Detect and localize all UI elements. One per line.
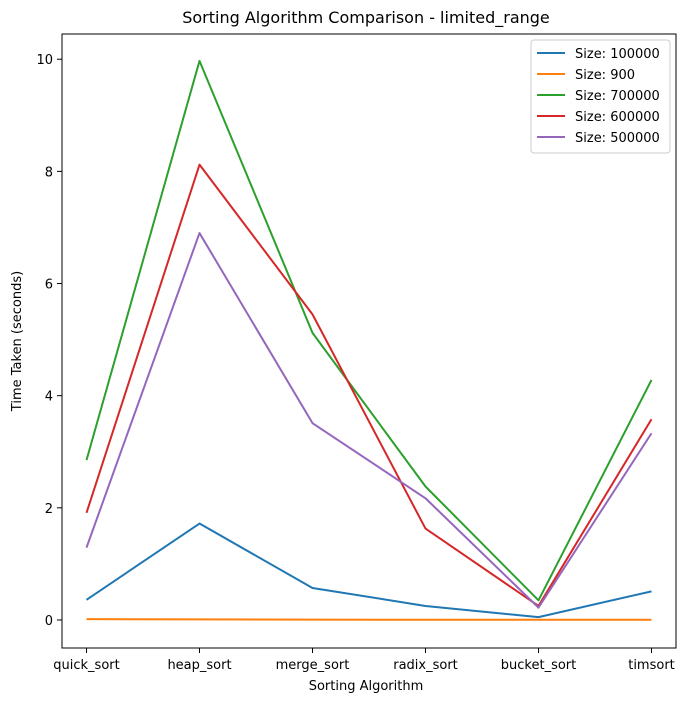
- series-line-2: [86, 618, 652, 621]
- x-tick-label: timsort: [628, 658, 675, 673]
- y-tick-label: 10: [36, 53, 53, 68]
- y-tick-label: 4: [45, 390, 53, 405]
- plot-area: 0 2 4 6 8 10 quick_sort heap_sort merge_sort radi…: [36, 33, 677, 673]
- y-tick-label: 2: [45, 502, 53, 517]
- y-tick-label: 6: [45, 278, 53, 293]
- x-axis-label: Sorting Algorithm: [309, 679, 424, 694]
- series-line-1: [85, 522, 652, 619]
- legend: Size: 100000 Size: 900 Size: 700000 Size: 6…: [530, 39, 671, 154]
- y-tick-label: 0: [45, 614, 53, 629]
- x-tick-label: heap_sort: [167, 658, 231, 673]
- legend-entry: Size: 100000: [575, 47, 660, 62]
- legend-entry: Size: 600000: [575, 110, 660, 125]
- legend-entry: Size: 700000: [575, 89, 660, 104]
- legend-entry: Size: 500000: [575, 131, 660, 146]
- legend-entry: Size: 900: [575, 68, 635, 83]
- series-line-5: [85, 232, 653, 609]
- chart-title: Sorting Algorithm Comparison - limited_r…: [182, 8, 550, 28]
- x-tick-label: bucket_sort: [501, 658, 576, 673]
- y-axis-label: Time Taken (seconds): [10, 271, 25, 412]
- x-tick-label: merge_sort: [276, 658, 350, 673]
- x-tick-label: radix_sort: [393, 658, 458, 673]
- series-line-3: [85, 59, 653, 602]
- legend-box: [530, 39, 671, 154]
- y-tick-label: 8: [45, 165, 53, 180]
- x-tick-label: quick_sort: [53, 658, 119, 673]
- series-line-4: [85, 163, 653, 607]
- plot-frame: [61, 33, 677, 649]
